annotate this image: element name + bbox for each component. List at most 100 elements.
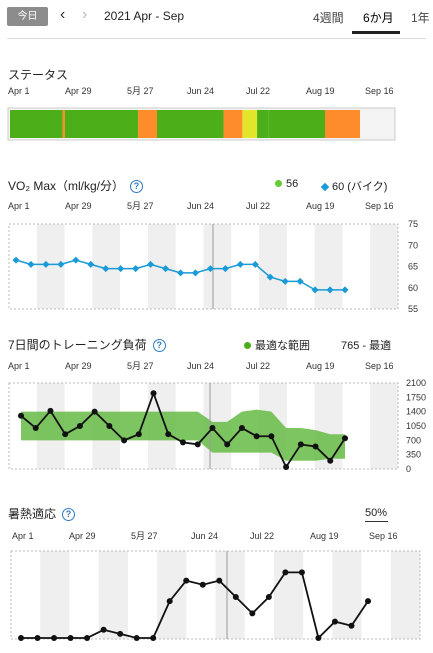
load-point [327, 457, 334, 464]
heat-point [150, 635, 157, 641]
month-tick-label: Apr 1 [12, 531, 34, 541]
vo2-point [236, 260, 244, 268]
status-segment [64, 110, 139, 138]
vo2-point [147, 260, 155, 268]
month-tick-label: Apr 29 [65, 86, 92, 96]
load-point [62, 431, 69, 438]
load-point [297, 441, 304, 448]
month-tick-label: 5月 27 [127, 361, 154, 371]
grid-stripe [332, 551, 362, 639]
month-tick-label: Jul 22 [246, 361, 270, 371]
month-tick-label: Apr 29 [69, 531, 96, 541]
grid-stripe [203, 224, 232, 309]
load-point [180, 439, 186, 446]
load-point [18, 412, 24, 419]
plot-frame [8, 382, 399, 470]
load-title: 7日間のトレーニング負荷? [8, 336, 166, 353]
grid-stripe [215, 551, 245, 639]
prev-period-icon[interactable]: ‹ [60, 6, 66, 23]
vo2-point [296, 277, 304, 285]
tab-6-months[interactable]: 6か月 [363, 11, 394, 25]
month-tick-label: 5月 27 [127, 201, 154, 211]
vo2-point [251, 260, 259, 268]
month-tick-label: Apr 1 [8, 86, 30, 96]
status-title: ステータス [8, 68, 69, 82]
status-segment [138, 110, 157, 138]
load-point [312, 443, 319, 450]
grid-stripe [370, 224, 398, 309]
load-title-text: 7日間のトレーニング負荷 [8, 338, 147, 352]
vo2-legend-run: 56 [275, 178, 298, 190]
load-point [209, 425, 216, 432]
month-tick-label: Jul 22 [246, 86, 270, 96]
heat-point [100, 626, 107, 633]
vo2-point [326, 286, 334, 294]
today-button[interactable]: 今日 [7, 7, 48, 26]
status-segment [157, 110, 224, 138]
y-tick-label: 1400 [406, 407, 426, 417]
vo2-title-text: VO₂ Max（ml/kg/分） [8, 179, 125, 193]
load-point [32, 425, 39, 432]
status-segment [268, 110, 325, 138]
range-dot-icon [244, 342, 251, 349]
y-tick-label: 350 [406, 450, 421, 460]
load-point [238, 425, 245, 432]
status-segment [325, 110, 360, 138]
vo2-point [266, 273, 274, 281]
grid-stripe [314, 224, 343, 309]
vo2-title: VO₂ Max（ml/kg/分）? [8, 177, 144, 194]
status-chart: Apr 1 Apr 29 5月 27 Jun 24 Jul 22 Aug 19 Sep 16 [7, 86, 396, 141]
vo2-point [27, 260, 35, 268]
y-tick-label: 0 [406, 464, 411, 474]
tab-4-weeks[interactable]: 4週間 [313, 11, 344, 25]
month-tick-label: Aug 19 [306, 361, 335, 371]
month-tick-label: Jun 24 [191, 531, 218, 541]
month-tick-label: Sep 16 [365, 201, 394, 211]
vo2-point [311, 286, 319, 294]
vo2-point [87, 260, 95, 268]
month-tick-label: Sep 16 [365, 86, 394, 96]
status-segment [242, 110, 258, 138]
date-range-label: 2021 Apr - Sep [104, 9, 185, 23]
plot-frame [8, 223, 399, 310]
y-tick-label: 65 [408, 262, 418, 272]
load-chart: Apr 1 Apr 29 5月 27 Jun 24 Jul 22 Aug 19 Sep 16… [8, 361, 426, 474]
grid-stripe [273, 551, 304, 639]
bike-diamond-icon [320, 182, 330, 192]
next-period-icon[interactable]: › [82, 6, 88, 23]
heat-percent: 50% [365, 507, 388, 519]
grid-stripe [370, 383, 398, 469]
y-tick-label: 70 [408, 240, 418, 250]
help-icon[interactable]: ? [62, 508, 76, 522]
vo2-point [206, 265, 214, 273]
help-icon[interactable]: ? [152, 339, 166, 353]
heat-point [331, 618, 338, 625]
help-icon[interactable]: ? [130, 180, 144, 194]
month-tick-label: Jun 24 [187, 361, 214, 371]
heat-point [133, 635, 140, 641]
month-tick-label: Apr 29 [65, 201, 92, 211]
month-tick-label: Apr 1 [8, 201, 30, 211]
vo2-point [191, 269, 199, 277]
heat-point [232, 594, 239, 600]
load-point [76, 423, 83, 429]
load-point [268, 433, 275, 440]
month-tick-label: Aug 19 [306, 201, 335, 211]
month-tick-label: 5月 27 [127, 86, 154, 96]
load-point [342, 435, 348, 442]
load-point [121, 437, 128, 444]
vo2-chart: Apr 1 Apr 29 5月 27 Jun 24 Jul 22 Aug 19 Sep 16… [8, 201, 418, 314]
vo2-point [72, 256, 80, 264]
load-point [135, 431, 142, 438]
heat-point [282, 569, 289, 576]
vo2-legend-bike: 60 (バイク) [320, 178, 387, 194]
vo2-point [176, 269, 185, 277]
status-segment [10, 110, 63, 138]
load-point [47, 407, 54, 414]
vo2-point [162, 265, 170, 273]
tab-1-year[interactable]: 1年 [411, 11, 430, 25]
vo2-point [132, 265, 140, 273]
heat-point [199, 581, 206, 588]
heat-point [365, 598, 371, 605]
vo2-point [281, 277, 289, 285]
